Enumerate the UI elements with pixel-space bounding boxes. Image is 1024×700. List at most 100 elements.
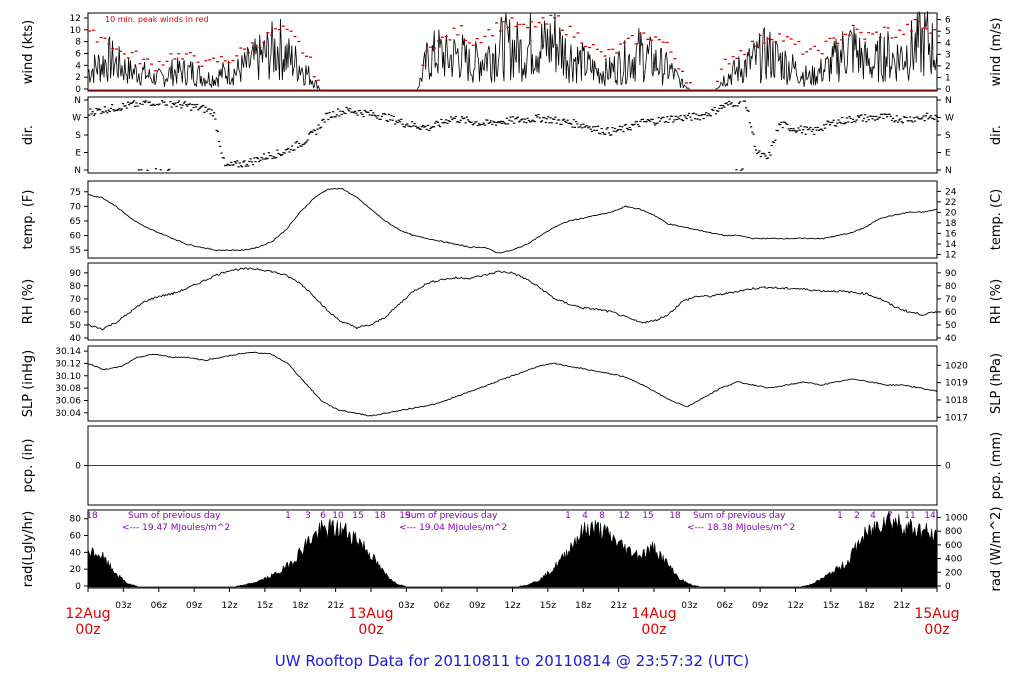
direction-point — [894, 120, 897, 122]
direction-point — [845, 117, 849, 119]
direction-point — [825, 123, 828, 125]
ytick-label-left: 20 — [70, 565, 82, 575]
direction-point — [612, 130, 615, 132]
direction-point — [94, 113, 97, 115]
wind-peak-mark — [293, 35, 297, 38]
xtick-label: 15z — [257, 601, 273, 611]
direction-point — [749, 126, 753, 128]
direction-point — [539, 121, 543, 123]
direction-point — [436, 121, 439, 123]
direction-point — [163, 101, 166, 103]
direction-point — [613, 127, 617, 130]
wind-peak-mark — [119, 50, 123, 52]
wind-peak-mark — [630, 34, 634, 37]
direction-point — [837, 119, 840, 121]
direction-point — [649, 120, 652, 122]
direction-point — [384, 113, 387, 116]
wind-peak-mark — [188, 51, 192, 54]
direction-point — [196, 103, 199, 106]
direction-point — [547, 116, 550, 118]
direction-point — [582, 123, 585, 125]
direction-point — [904, 116, 907, 118]
direction-point — [186, 105, 189, 107]
direction-point — [284, 149, 287, 151]
direction-point — [928, 116, 931, 118]
wind-peak-mark — [886, 27, 890, 29]
direction-point — [457, 121, 460, 123]
wind-peak-mark — [913, 19, 917, 21]
wind-peak-mark — [277, 28, 281, 31]
wind-peak-mark — [471, 44, 475, 46]
direction-point — [264, 158, 267, 160]
direction-point — [683, 114, 686, 117]
direction-point — [641, 118, 645, 120]
direction-point — [149, 104, 153, 106]
ylabel-left-1: dir. — [21, 125, 36, 145]
direction-point — [786, 123, 789, 126]
direction-point — [893, 121, 896, 123]
wind-peak-mark — [580, 42, 584, 44]
ylabel-right-4: SLP (hPa) — [989, 353, 1004, 414]
direction-point — [879, 113, 883, 115]
direction-point — [498, 122, 501, 124]
wind-peak-mark — [495, 22, 499, 24]
direction-point — [197, 109, 200, 111]
direction-point — [510, 120, 513, 122]
daily-sum-label: Sum of previous day — [128, 511, 221, 521]
direction-point — [587, 127, 590, 129]
direction-point — [267, 152, 270, 154]
direction-point — [611, 127, 614, 129]
wind-peak-mark — [758, 34, 762, 37]
direction-point — [816, 126, 819, 129]
ytick-label-right: 6 — [945, 16, 951, 26]
direction-point — [811, 128, 815, 130]
direction-point — [577, 126, 580, 128]
xtick-label: 06z — [434, 601, 450, 611]
direction-point — [593, 129, 596, 132]
direction-point — [726, 104, 730, 106]
direction-point — [137, 169, 140, 171]
wind-peak-mark — [851, 24, 855, 27]
direction-point — [300, 145, 303, 147]
direction-point — [656, 122, 659, 124]
wind-peak-mark — [785, 36, 789, 38]
direction-point — [418, 128, 421, 130]
wind-peak-mark — [634, 43, 638, 45]
hour-marker: 8 — [599, 511, 605, 521]
direction-point — [231, 164, 234, 166]
direction-point — [531, 119, 534, 121]
direction-point — [664, 120, 668, 123]
direction-point — [551, 118, 555, 120]
xtick-label: 06z — [717, 601, 733, 611]
direction-point — [307, 133, 311, 135]
direction-point — [644, 121, 647, 123]
direction-point — [92, 114, 96, 116]
ylabel-right-1: dir. — [989, 125, 1004, 145]
direction-point — [571, 126, 574, 128]
direction-point — [266, 158, 269, 160]
direction-point — [663, 121, 666, 123]
direction-point — [426, 124, 430, 126]
direction-point — [401, 123, 404, 125]
direction-point — [607, 132, 611, 134]
direction-point — [848, 116, 851, 118]
direction-point — [722, 105, 725, 107]
direction-point — [783, 121, 787, 123]
direction-point — [306, 139, 309, 141]
direction-point — [817, 129, 821, 132]
direction-point — [898, 119, 901, 121]
direction-point — [241, 166, 244, 168]
wind-peak-mark — [743, 53, 747, 56]
direction-point — [872, 115, 875, 117]
ytick-label-right: 12 — [945, 250, 956, 260]
wind-peak-mark — [421, 64, 425, 66]
direction-point — [371, 114, 374, 116]
direction-point — [330, 116, 334, 118]
wind-peak-mark — [440, 36, 444, 38]
wind-peak-mark — [665, 41, 669, 44]
direction-point — [773, 141, 776, 144]
wind-peak-mark — [572, 36, 576, 38]
direction-point — [318, 127, 321, 129]
direction-point — [242, 161, 245, 163]
direction-point — [97, 108, 100, 110]
